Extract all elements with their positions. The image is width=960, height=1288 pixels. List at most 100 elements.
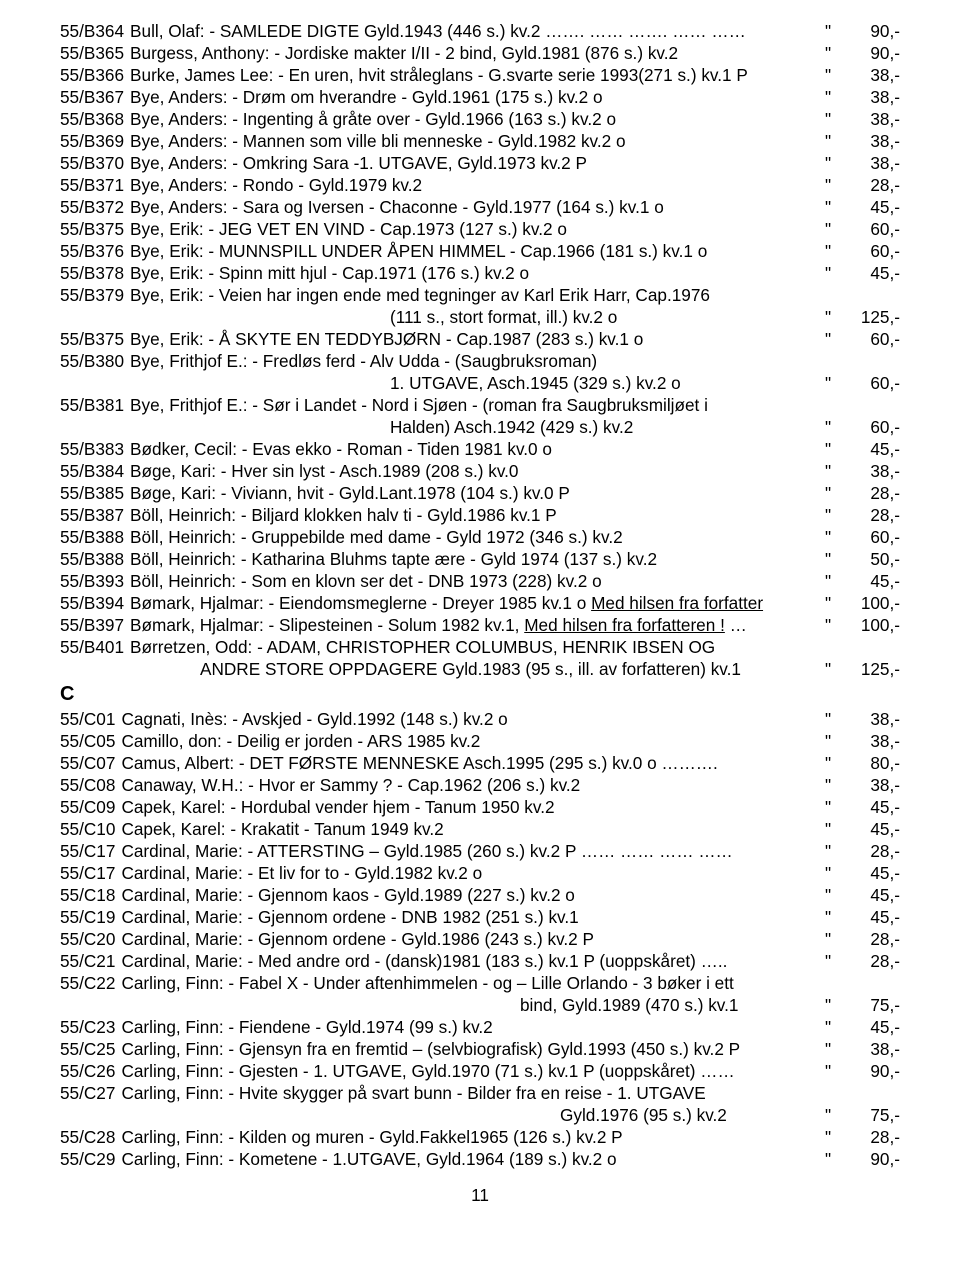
entry-code: 55/C18 bbox=[60, 884, 121, 906]
catalogue-entry: ANDRE STORE OPPDAGERE Gyld.1983 (95 s., … bbox=[60, 658, 900, 680]
ditto-mark: " bbox=[816, 152, 840, 174]
entry-description: Carling, Finn: - Fiendene - Gyld.1974 (9… bbox=[121, 1016, 492, 1038]
catalogue-entry: 55/B384 Bøge, Kari: - Hver sin lyst - As… bbox=[60, 460, 900, 482]
entry-description: Carling, Finn: - Gjensyn fra en fremtid … bbox=[121, 1038, 740, 1060]
catalogue-entry: 55/C07 Camus, Albert: - DET FØRSTE MENNE… bbox=[60, 752, 900, 774]
catalogue-entry: 55/B375 Bye, Erik: - Å SKYTE EN TEDDYBJØ… bbox=[60, 328, 900, 350]
entry-price: 38,- bbox=[840, 460, 900, 482]
catalogue-entry: (111 s., stort format, ill.) kv.2 o"125,… bbox=[60, 306, 900, 328]
ditto-mark: " bbox=[816, 306, 840, 328]
ditto-mark: " bbox=[816, 950, 840, 972]
entry-description: Bull, Olaf: - SAMLEDE DIGTE Gyld.1943 (4… bbox=[130, 20, 746, 42]
ditto-mark: " bbox=[816, 774, 840, 796]
catalogue-entry: 55/C17 Cardinal, Marie: - ATTERSTING – G… bbox=[60, 840, 900, 862]
catalogue-entry: 55/B387 Böll, Heinrich: - Biljard klokke… bbox=[60, 504, 900, 526]
entry-code: 55/B397 bbox=[60, 614, 130, 636]
ditto-mark: " bbox=[816, 928, 840, 950]
entry-price: 45,- bbox=[840, 818, 900, 840]
ditto-mark: " bbox=[816, 796, 840, 818]
catalogue-entry: 55/C23 Carling, Finn: - Fiendene - Gyld.… bbox=[60, 1016, 900, 1038]
ditto-mark: " bbox=[816, 994, 840, 1016]
ditto-mark: " bbox=[816, 1016, 840, 1038]
page-number: 11 bbox=[60, 1184, 900, 1206]
entry-price: 45,- bbox=[840, 796, 900, 818]
entry-description: Cagnati, Inès: - Avskjed - Gyld.1992 (14… bbox=[121, 708, 507, 730]
catalogue-entry: 55/C26 Carling, Finn: - Gjesten - 1. UTG… bbox=[60, 1060, 900, 1082]
entry-price: 28,- bbox=[840, 950, 900, 972]
catalogue-entry: bind, Gyld.1989 (470 s.) kv.1"75,- bbox=[60, 994, 900, 1016]
ditto-mark: " bbox=[816, 482, 840, 504]
entry-description: Halden) Asch.1942 (429 s.) kv.2 bbox=[390, 416, 633, 438]
entry-price: 38,- bbox=[840, 152, 900, 174]
catalogue-entry: 55/C18 Cardinal, Marie: - Gjennom kaos -… bbox=[60, 884, 900, 906]
entry-code: 55/C20 bbox=[60, 928, 121, 950]
entry-description: Cardinal, Marie: - ATTERSTING – Gyld.198… bbox=[121, 840, 732, 862]
entry-description: Bømark, Hjalmar: - Eiendomsmeglerne - Dr… bbox=[130, 592, 763, 614]
catalogue-entry: 55/B366 Burke, James Lee: - En uren, hvi… bbox=[60, 64, 900, 86]
entry-price: 38,- bbox=[840, 86, 900, 108]
catalogue-entry: 55/B380 Bye, Frithjof E.: - Fredløs ferd… bbox=[60, 350, 900, 372]
entry-code: 55/B380 bbox=[60, 350, 130, 372]
entry-description: Bye, Anders: - Sara og Iversen - Chaconn… bbox=[130, 196, 664, 218]
ditto-mark: " bbox=[816, 708, 840, 730]
entry-description: Böll, Heinrich: - Gruppebilde med dame -… bbox=[130, 526, 623, 548]
entry-description: Bye, Anders: - Omkring Sara -1. UTGAVE, … bbox=[130, 152, 587, 174]
entry-code: 55/B376 bbox=[60, 240, 130, 262]
entry-price: 125,- bbox=[840, 306, 900, 328]
catalogue-entry: 55/C25 Carling, Finn: - Gjensyn fra en f… bbox=[60, 1038, 900, 1060]
entry-description: Børretzen, Odd: - ADAM, CHRISTOPHER COLU… bbox=[130, 636, 715, 658]
entry-code: 55/B367 bbox=[60, 86, 130, 108]
ditto-mark: " bbox=[816, 42, 840, 64]
entry-description: Bye, Erik: - JEG VET EN VIND - Cap.1973 … bbox=[130, 218, 567, 240]
entry-price: 125,- bbox=[840, 658, 900, 680]
ditto-mark: " bbox=[816, 1148, 840, 1170]
entry-code: 55/B370 bbox=[60, 152, 130, 174]
entry-description: Carling, Finn: - Kilden og muren - Gyld.… bbox=[121, 1126, 622, 1148]
entry-description: Cardinal, Marie: - Gjennom ordene - Gyld… bbox=[121, 928, 594, 950]
entry-code: 55/B393 bbox=[60, 570, 130, 592]
catalogue-entry: 55/B368 Bye, Anders: - Ingenting å gråte… bbox=[60, 108, 900, 130]
entry-code: 55/C10 bbox=[60, 818, 121, 840]
entry-price: 75,- bbox=[840, 994, 900, 1016]
section-heading: C bbox=[60, 682, 900, 708]
entry-description: Cardinal, Marie: - Med andre ord - (dans… bbox=[121, 950, 727, 972]
entry-code: 55/B388 bbox=[60, 548, 130, 570]
catalogue-entry: 55/B388 Böll, Heinrich: - Gruppebilde me… bbox=[60, 526, 900, 548]
entry-description: Carling, Finn: - Hvite skygger på svart … bbox=[121, 1082, 705, 1104]
entry-description: Camillo, don: - Deilig er jorden - ARS 1… bbox=[121, 730, 480, 752]
entry-price: 28,- bbox=[840, 1126, 900, 1148]
entry-code: 55/B369 bbox=[60, 130, 130, 152]
ditto-mark: " bbox=[816, 1038, 840, 1060]
entry-price: 90,- bbox=[840, 1060, 900, 1082]
ditto-mark: " bbox=[816, 438, 840, 460]
catalogue-entry: 55/C28 Carling, Finn: - Kilden og muren … bbox=[60, 1126, 900, 1148]
entry-code: 55/B368 bbox=[60, 108, 130, 130]
entry-price: 90,- bbox=[840, 1148, 900, 1170]
ditto-mark: " bbox=[816, 372, 840, 394]
ditto-mark: " bbox=[816, 1060, 840, 1082]
entry-description: Capek, Karel: - Hordubal vender hjem - T… bbox=[121, 796, 554, 818]
catalogue-entry: 55/B393 Böll, Heinrich: - Som en klovn s… bbox=[60, 570, 900, 592]
entry-price: 45,- bbox=[840, 570, 900, 592]
entry-description: Cardinal, Marie: - Gjennom ordene - DNB … bbox=[121, 906, 578, 928]
entry-price: 100,- bbox=[840, 614, 900, 636]
catalogue-entry: 55/B375 Bye, Erik: - JEG VET EN VIND - C… bbox=[60, 218, 900, 240]
entry-code: 55/B372 bbox=[60, 196, 130, 218]
entry-description: 1. UTGAVE, Asch.1945 (329 s.) kv.2 o bbox=[390, 372, 681, 394]
ditto-mark: " bbox=[816, 240, 840, 262]
entry-price: 90,- bbox=[840, 42, 900, 64]
ditto-mark: " bbox=[816, 570, 840, 592]
entry-price: 100,- bbox=[840, 592, 900, 614]
entry-description: Cardinal, Marie: - Et liv for to - Gyld.… bbox=[121, 862, 482, 884]
entry-price: 60,- bbox=[840, 416, 900, 438]
catalogue-entry: 55/B371 Bye, Anders: - Rondo - Gyld.1979… bbox=[60, 174, 900, 196]
entry-description: Bye, Anders: - Ingenting å gråte over - … bbox=[130, 108, 616, 130]
entry-description: Böll, Heinrich: - Biljard klokken halv t… bbox=[130, 504, 557, 526]
entry-code: 55/B388 bbox=[60, 526, 130, 548]
entry-code: 55/C28 bbox=[60, 1126, 121, 1148]
entry-price: 45,- bbox=[840, 196, 900, 218]
entry-code: 55/B375 bbox=[60, 218, 130, 240]
entry-code: 55/B385 bbox=[60, 482, 130, 504]
ditto-mark: " bbox=[816, 108, 840, 130]
entry-description: Bye, Anders: - Drøm om hverandre - Gyld.… bbox=[130, 86, 603, 108]
